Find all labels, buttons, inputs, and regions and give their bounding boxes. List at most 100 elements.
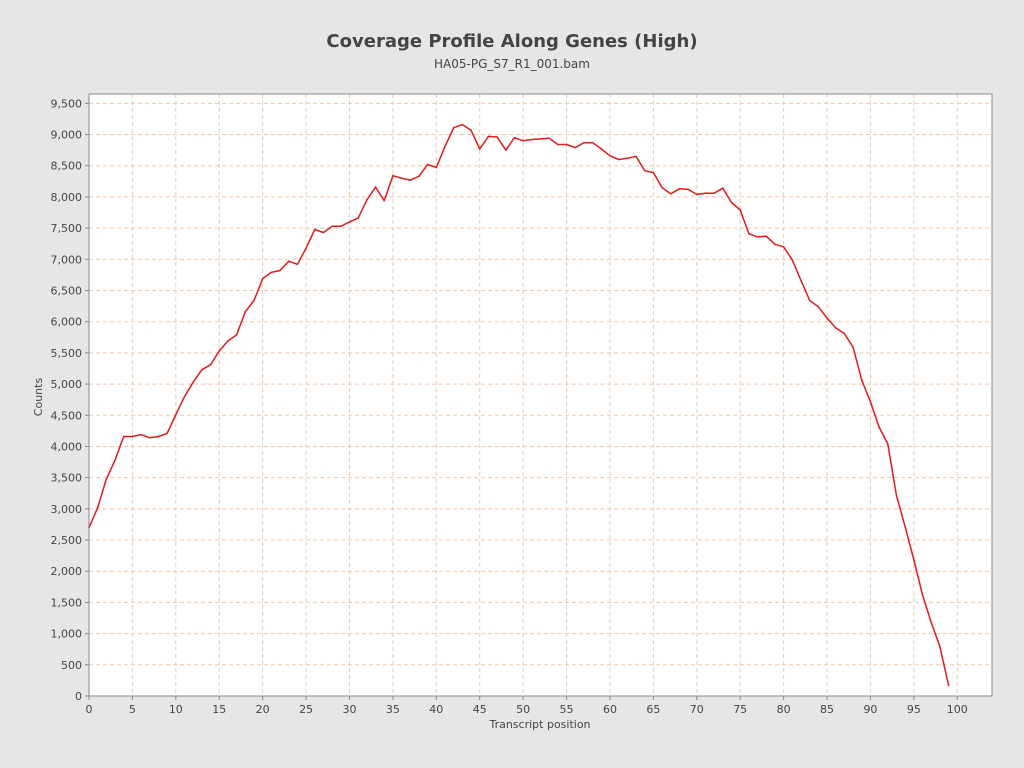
data-point	[201, 368, 203, 371]
data-point	[600, 148, 603, 150]
plot-frame	[88, 93, 993, 697]
data-point	[843, 332, 846, 335]
data-point	[496, 136, 498, 138]
data-point	[661, 186, 663, 189]
data-point	[652, 171, 655, 174]
y-tick-label: 1,000	[51, 628, 83, 641]
x-tick-label: 55	[560, 703, 574, 716]
data-point	[695, 193, 698, 196]
y-tick-label: 6,000	[51, 316, 83, 329]
data-point	[183, 395, 186, 398]
data-point	[730, 201, 733, 204]
data-point	[305, 247, 307, 249]
y-tick-label: 2,500	[51, 534, 83, 547]
y-tick-label: 2,000	[51, 565, 83, 578]
data-point	[235, 334, 238, 336]
data-point	[114, 459, 116, 461]
data-point	[548, 137, 550, 140]
data-point	[808, 299, 811, 302]
data-point	[748, 232, 750, 235]
data-point	[800, 279, 802, 282]
y-tick-label: 4,000	[51, 440, 83, 453]
data-point	[939, 645, 941, 648]
data-point	[704, 192, 707, 194]
data-point	[713, 192, 715, 194]
x-tick-label: 45	[473, 703, 487, 716]
plot-area	[89, 94, 992, 696]
y-axis-label: Counts	[32, 378, 45, 417]
y-tick-label: 3,500	[51, 472, 83, 485]
x-tick-label: 15	[212, 703, 226, 716]
data-point	[539, 138, 542, 140]
x-tick-label: 0	[86, 703, 93, 716]
data-point	[313, 228, 316, 231]
data-point	[643, 169, 646, 172]
chart-title: Coverage Profile Along Genes (High)	[326, 31, 698, 52]
data-point	[826, 317, 828, 319]
y-tick-label: 5,500	[51, 347, 83, 360]
x-tick-label: 95	[907, 703, 921, 716]
x-tick-label: 90	[863, 703, 877, 716]
y-tick-label: 9,500	[51, 97, 83, 110]
data-point	[930, 621, 933, 624]
data-point	[452, 126, 455, 129]
y-tick-label: 5,000	[51, 378, 83, 391]
data-point	[635, 155, 637, 158]
data-point	[617, 158, 620, 161]
y-tick-label: 500	[61, 659, 82, 672]
data-point	[296, 263, 299, 266]
x-tick-label: 100	[947, 703, 968, 716]
data-point	[860, 379, 863, 382]
data-point	[565, 143, 568, 146]
data-point	[878, 426, 880, 428]
data-point	[279, 269, 281, 272]
axes: 05001,0001,5002,0002,5003,0003,5004,0004…	[51, 97, 968, 716]
data-point	[131, 435, 134, 438]
x-tick-label: 85	[820, 703, 834, 716]
data-point	[869, 400, 872, 403]
y-tick-label: 1,500	[51, 596, 83, 609]
y-tick-label: 9,000	[51, 129, 83, 142]
data-point	[817, 305, 820, 308]
data-point	[782, 246, 785, 248]
data-point	[383, 199, 386, 202]
data-point	[209, 363, 212, 366]
data-point	[253, 299, 255, 302]
data-point	[626, 157, 629, 160]
data-point	[357, 217, 359, 219]
data-point	[921, 594, 924, 596]
y-tick-label: 4,500	[51, 409, 83, 422]
data-point	[487, 135, 490, 138]
chart-subtitle: HA05-PG_S7_R1_001.bam	[434, 57, 590, 71]
data-point	[444, 145, 446, 148]
data-point	[513, 136, 516, 139]
x-tick-label: 20	[256, 703, 270, 716]
data-point	[522, 139, 524, 142]
x-tick-label: 50	[516, 703, 530, 716]
data-point	[574, 146, 577, 149]
data-point	[504, 149, 507, 151]
data-point	[887, 443, 889, 445]
data-point	[374, 186, 377, 188]
x-axis-label: Transcript position	[488, 718, 590, 731]
data-point	[270, 271, 273, 274]
data-point	[392, 174, 394, 177]
data-point	[557, 143, 559, 146]
y-tick-label: 8,000	[51, 191, 83, 204]
data-point	[669, 193, 672, 195]
data-point	[609, 154, 611, 157]
data-point	[765, 235, 768, 238]
y-tick-label: 6,500	[51, 285, 83, 298]
series-line	[88, 123, 950, 686]
grid-lines	[89, 94, 992, 696]
data-point	[227, 340, 229, 342]
data-point	[791, 259, 794, 261]
data-point	[400, 177, 403, 180]
data-point	[140, 433, 142, 436]
data-point	[739, 209, 742, 211]
data-point	[105, 478, 108, 480]
data-point	[348, 221, 351, 223]
data-point	[461, 123, 464, 126]
data-point	[834, 327, 837, 329]
